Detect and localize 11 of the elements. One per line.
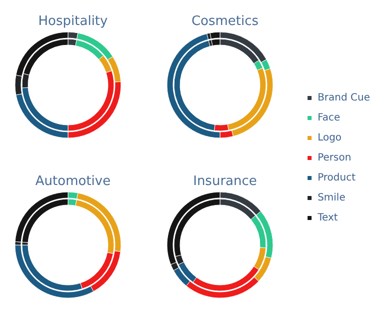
- legend-label: Text: [316, 212, 338, 224]
- legend-label: Product: [318, 172, 356, 184]
- chart-title: Automotive: [35, 174, 111, 189]
- chart-title: Hospitality: [38, 14, 108, 29]
- legend-label: Brand Cue: [318, 92, 370, 104]
- chart-title: Insurance: [193, 174, 257, 189]
- legend-label: Face: [318, 112, 340, 124]
- legend-label: Person: [318, 152, 352, 164]
- chart-title: Cosmetics: [191, 14, 259, 29]
- legend-label: Logo: [318, 132, 342, 144]
- legend-label: Smile: [318, 192, 346, 204]
